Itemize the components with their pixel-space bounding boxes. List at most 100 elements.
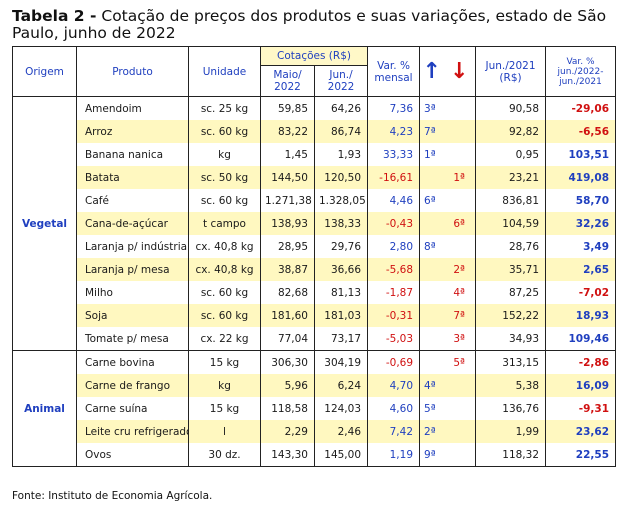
annual-var-cell: 18,93 xyxy=(545,304,617,327)
header-var-anual: Var. % jun./2022- jun./2021 xyxy=(545,46,617,97)
rank-down-cell xyxy=(443,374,477,397)
header-jun-2022: Jun./ 2022 xyxy=(313,65,369,97)
price-may-cell: 83,22 xyxy=(260,120,315,143)
header-origem: Origem xyxy=(12,46,77,97)
annual-var-cell: 109,46 xyxy=(545,327,617,351)
unit-cell: 30 dz. xyxy=(188,443,261,467)
unit-cell: 15 kg xyxy=(188,350,261,374)
product-cell: Leite cru refrigerado xyxy=(76,420,189,443)
price-jun-cell: 2,46 xyxy=(313,420,369,443)
rank-down-cell xyxy=(443,420,477,443)
table-row: Café sc. 60 kg 1.271,38 1.328,05 4,46 6ª 836,8… xyxy=(13,189,617,212)
monthly-var-cell: 1,19 xyxy=(367,443,421,467)
price-jun-cell: 1.328,05 xyxy=(313,189,369,212)
table-row: Cana-de-açúcar t campo 138,93 138,33 -0,43 6ª… xyxy=(13,212,617,235)
price-may-cell: 82,68 xyxy=(260,281,315,304)
monthly-var-cell: -0,69 xyxy=(367,350,421,374)
price-jun2021-cell: 87,25 xyxy=(475,281,547,304)
price-jun-cell: 124,03 xyxy=(313,397,369,420)
rank-down-cell xyxy=(443,235,477,258)
price-may-cell: 1.271,38 xyxy=(260,189,315,212)
annual-var-cell: 32,26 xyxy=(545,212,617,235)
rank-up-cell xyxy=(419,281,444,304)
annual-var-cell: 103,51 xyxy=(545,143,617,166)
product-cell: Amendoim xyxy=(76,96,189,120)
product-cell: Arroz xyxy=(76,120,189,143)
price-jun-cell: 36,66 xyxy=(313,258,369,281)
monthly-var-cell: -0,43 xyxy=(367,212,421,235)
table-body: Vegetal Amendoim sc. 25 kg 59,85 64,26 7,36 3ª… xyxy=(12,96,617,467)
price-jun2021-cell: 0,95 xyxy=(475,143,547,166)
price-jun-cell: 64,26 xyxy=(313,96,369,120)
price-jun-cell: 29,76 xyxy=(313,235,369,258)
annual-var-cell: -9,31 xyxy=(545,397,617,420)
price-jun-cell: 6,24 xyxy=(313,374,369,397)
price-may-cell: 181,60 xyxy=(260,304,315,327)
rank-down-cell: 2ª xyxy=(443,258,477,281)
rank-down-cell: 5ª xyxy=(443,350,477,374)
price-jun2021-cell: 152,22 xyxy=(475,304,547,327)
price-may-cell: 5,96 xyxy=(260,374,315,397)
price-may-cell: 118,58 xyxy=(260,397,315,420)
price-jun2021-cell: 1,99 xyxy=(475,420,547,443)
table-row: Tomate p/ mesa cx. 22 kg 77,04 73,17 -5,03 3ª… xyxy=(13,327,617,351)
annual-var-cell: -6,56 xyxy=(545,120,617,143)
price-jun2021-cell: 92,82 xyxy=(475,120,547,143)
price-jun-cell: 145,00 xyxy=(313,443,369,467)
header-cotacoes: Cotações (R$) xyxy=(259,46,369,66)
rank-up-cell: 1ª xyxy=(419,143,444,166)
table-row: Batata sc. 50 kg 144,50 120,50 -16,61 1ª 23,21… xyxy=(13,166,617,189)
table-title-prefix: Tabela 2 - xyxy=(12,7,97,25)
rank-up-cell: 4ª xyxy=(419,374,444,397)
table-row: Arroz sc. 60 kg 83,22 86,74 4,23 7ª 92,82 -6,56 xyxy=(13,120,617,143)
monthly-var-cell: -5,68 xyxy=(367,258,421,281)
rank-down-cell: 3ª xyxy=(443,327,477,351)
annual-var-cell: 2,65 xyxy=(545,258,617,281)
header-jun-2021: Jun./2021 (R$) xyxy=(475,46,547,97)
table-row: Soja sc. 60 kg 181,60 181,03 -0,31 7ª 152,22 18… xyxy=(13,304,617,327)
rank-up-cell: 7ª xyxy=(419,120,444,143)
price-jun2021-cell: 90,58 xyxy=(475,96,547,120)
annual-var-cell: 23,62 xyxy=(545,420,617,443)
price-jun-cell: 81,13 xyxy=(313,281,369,304)
price-may-cell: 1,45 xyxy=(260,143,315,166)
origem-cell: Vegetal xyxy=(12,96,77,351)
rank-up-cell xyxy=(419,212,444,235)
price-jun2021-cell: 23,21 xyxy=(475,166,547,189)
price-may-cell: 38,87 xyxy=(260,258,315,281)
table-row: Ovos 30 dz. 143,30 145,00 1,19 9ª 118,32 22,55 xyxy=(13,443,617,467)
annual-var-cell: 22,55 xyxy=(545,443,617,467)
price-may-cell: 138,93 xyxy=(260,212,315,235)
monthly-var-cell: 33,33 xyxy=(367,143,421,166)
product-cell: Ovos xyxy=(76,443,189,467)
monthly-var-cell: 4,46 xyxy=(367,189,421,212)
table-row: Banana nanica kg 1,45 1,93 33,33 1ª 0,95 103,51 xyxy=(13,143,617,166)
monthly-var-cell: 4,70 xyxy=(367,374,421,397)
unit-cell: sc. 60 kg xyxy=(188,304,261,327)
price-may-cell: 59,85 xyxy=(260,96,315,120)
header-produto: Produto xyxy=(76,46,189,97)
product-cell: Café xyxy=(76,189,189,212)
price-may-cell: 77,04 xyxy=(260,327,315,351)
price-jun2021-cell: 28,76 xyxy=(475,235,547,258)
unit-cell: cx. 22 kg xyxy=(188,327,261,351)
price-may-cell: 144,50 xyxy=(260,166,315,189)
rank-down-cell: 6ª xyxy=(443,212,477,235)
unit-cell: 15 kg xyxy=(188,397,261,420)
annual-var-cell: 3,49 xyxy=(545,235,617,258)
rank-down-cell: 1ª xyxy=(443,166,477,189)
rank-down-cell xyxy=(443,120,477,143)
monthly-var-cell: 4,60 xyxy=(367,397,421,420)
table-row: Leite cru refrigerado l 2,29 2,46 7,42 2ª 1,99… xyxy=(13,420,617,443)
header-unidade: Unidade xyxy=(188,46,261,97)
monthly-var-cell: 2,80 xyxy=(367,235,421,258)
origem-cell: Animal xyxy=(12,350,77,467)
header-maio-2022: Maio/ 2022 xyxy=(260,65,315,97)
rank-down-cell: 7ª xyxy=(443,304,477,327)
price-jun-cell: 1,93 xyxy=(313,143,369,166)
unit-cell: kg xyxy=(188,374,261,397)
rank-up-cell xyxy=(419,166,444,189)
product-cell: Carne suína xyxy=(76,397,189,420)
annual-var-cell: 419,08 xyxy=(545,166,617,189)
arrow-down-icon: ↓ xyxy=(443,46,477,97)
